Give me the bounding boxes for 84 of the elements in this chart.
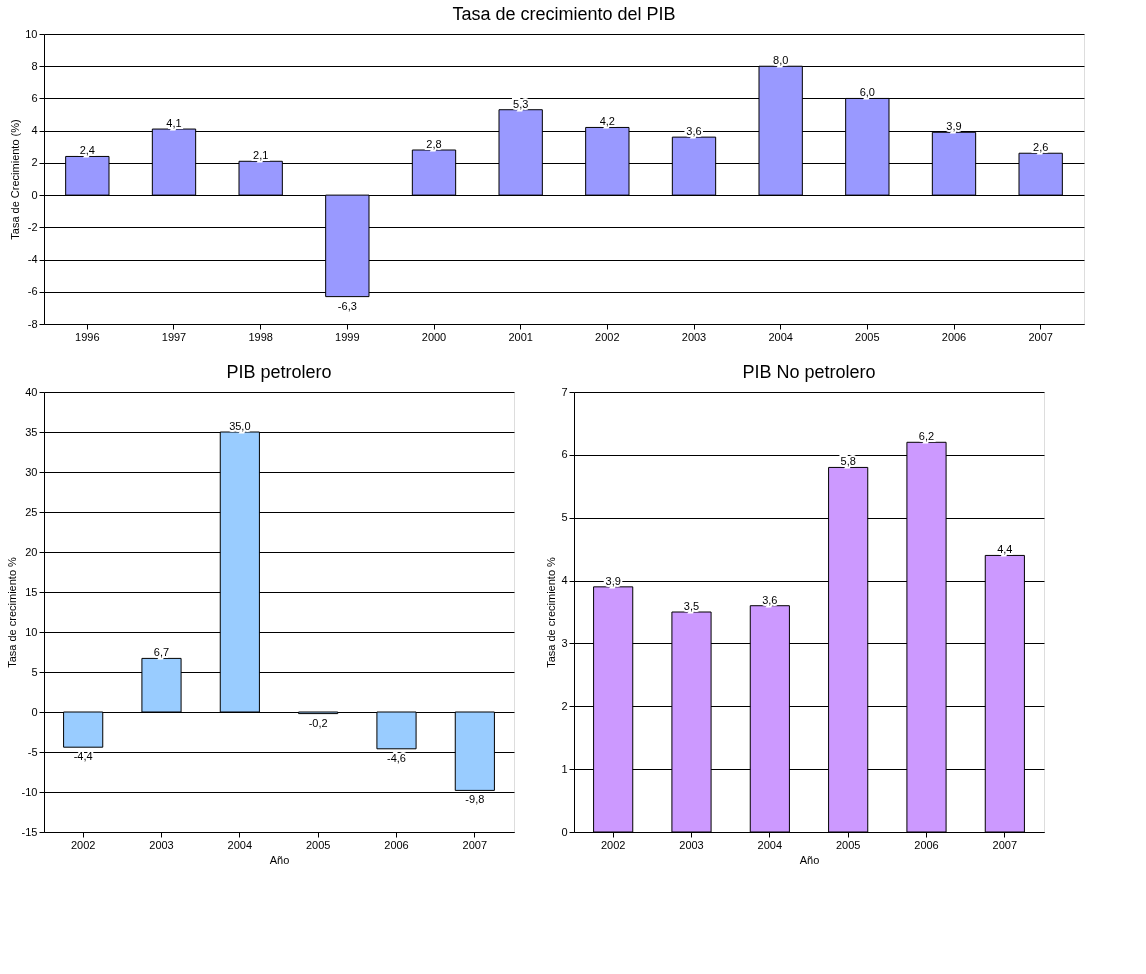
data-label: 3,5 (683, 600, 700, 612)
y-tick-label: 7 (561, 385, 568, 398)
chart-title: Tasa de crecimiento del PIB (452, 4, 676, 24)
y-tick-label: 30 (25, 465, 38, 478)
data-label: 6,2 (918, 430, 935, 443)
x-tick-label: 2003 (679, 838, 704, 851)
y-tick-label: 3 (561, 636, 568, 649)
x-tick-label: 2005 (835, 838, 861, 851)
y-tick-label: 6 (561, 448, 568, 461)
y-tick-label: 2 (31, 156, 38, 169)
y-tick-label: 5 (561, 511, 568, 524)
y-tick-label: 5 (31, 665, 38, 678)
y-tick-label: 20 (25, 545, 38, 558)
y-tick-label: -15 (21, 825, 38, 838)
y-tick-label: -8 (27, 317, 38, 330)
chart-title: PIB No petrolero (742, 362, 876, 382)
x-tick-label: 1998 (248, 330, 273, 343)
data-label: 35,0 (229, 420, 251, 432)
data-label: 2,8 (426, 138, 442, 150)
data-label: 4,4 (997, 543, 1013, 556)
data-label: -9,8 (465, 793, 485, 806)
x-tick-label: 2002 (595, 330, 620, 343)
y-tick-label: 2 (561, 699, 568, 712)
data-label: 2,6 (1033, 141, 1049, 154)
data-label: 2,4 (79, 144, 95, 157)
y-tick-label: 6 (31, 91, 38, 104)
y-tick-label: 4 (31, 124, 38, 137)
x-tick-label: 2005 (855, 330, 880, 343)
data-label: 4,1 (166, 117, 182, 130)
data-label: 3,9 (946, 120, 962, 133)
data-label: 6,7 (153, 646, 170, 659)
x-tick-label: 2004 (757, 838, 783, 851)
data-label: 5,3 (513, 97, 529, 110)
data-label: 2,1 (253, 149, 269, 162)
data-label: 8,0 (773, 54, 789, 67)
y-tick-label: 1 (561, 762, 568, 775)
x-tick-label: 2004 (227, 838, 253, 851)
y-tick-label: -10 (21, 785, 38, 798)
y-tick-label: 15 (25, 585, 38, 598)
data-label: 4,2 (599, 115, 615, 128)
x-tick-label: 1996 (75, 330, 100, 343)
y-axis-title: Tasa de crecimiento % (5, 556, 18, 668)
y-tick-label: -6 (27, 285, 38, 298)
data-label: -4,4 (73, 750, 93, 763)
x-tick-label: 2003 (681, 330, 707, 343)
x-tick-label: 2007 (462, 838, 488, 851)
x-tick-label: 2006 (384, 838, 409, 851)
data-label: -0,2 (308, 716, 328, 729)
y-tick-label: 0 (31, 188, 38, 201)
y-tick-label: 0 (31, 705, 38, 718)
x-tick-label: 2007 (992, 838, 1018, 851)
y-tick-label: -4 (27, 253, 38, 266)
y-tick-label: -2 (27, 220, 38, 233)
data-label: 3,6 (762, 593, 778, 606)
x-tick-label: 2002 (600, 838, 626, 851)
x-tick-label: 2001 (508, 330, 533, 343)
x-tick-label: 2005 (305, 838, 331, 851)
x-tick-label: 2003 (149, 838, 174, 851)
data-label: -4,6 (387, 751, 406, 764)
x-axis-title: Año (269, 853, 290, 866)
y-tick-label: -5 (27, 745, 38, 758)
y-tick-label: 8 (31, 59, 38, 72)
y-tick-label: 10 (25, 625, 38, 638)
y-axis-title: Tasa de Crecimiento (%) (9, 119, 22, 240)
x-tick-label: 2002 (70, 838, 96, 851)
x-tick-label: 2006 (941, 330, 967, 343)
data-label: 5,8 (840, 455, 856, 468)
y-tick-label: 25 (25, 505, 38, 518)
x-tick-label: 2004 (768, 330, 793, 343)
x-tick-label: 2000 (421, 330, 447, 343)
x-tick-label: 1999 (335, 330, 360, 343)
y-tick-label: 40 (25, 385, 38, 398)
data-label: -6,3 (337, 299, 357, 312)
chart-title: PIB petrolero (226, 362, 332, 382)
y-tick-label: 10 (25, 27, 38, 40)
y-tick-label: 35 (25, 425, 38, 438)
x-tick-label: 2006 (914, 838, 939, 851)
y-axis-title: Tasa de crecimiento % (545, 556, 558, 668)
y-tick-label: 0 (561, 825, 568, 838)
y-tick-label: 4 (561, 574, 568, 587)
x-axis-title: Año (799, 853, 820, 866)
data-label: 6,0 (859, 86, 875, 99)
x-tick-label: 2007 (1028, 330, 1053, 343)
x-tick-label: 1997 (161, 330, 187, 343)
